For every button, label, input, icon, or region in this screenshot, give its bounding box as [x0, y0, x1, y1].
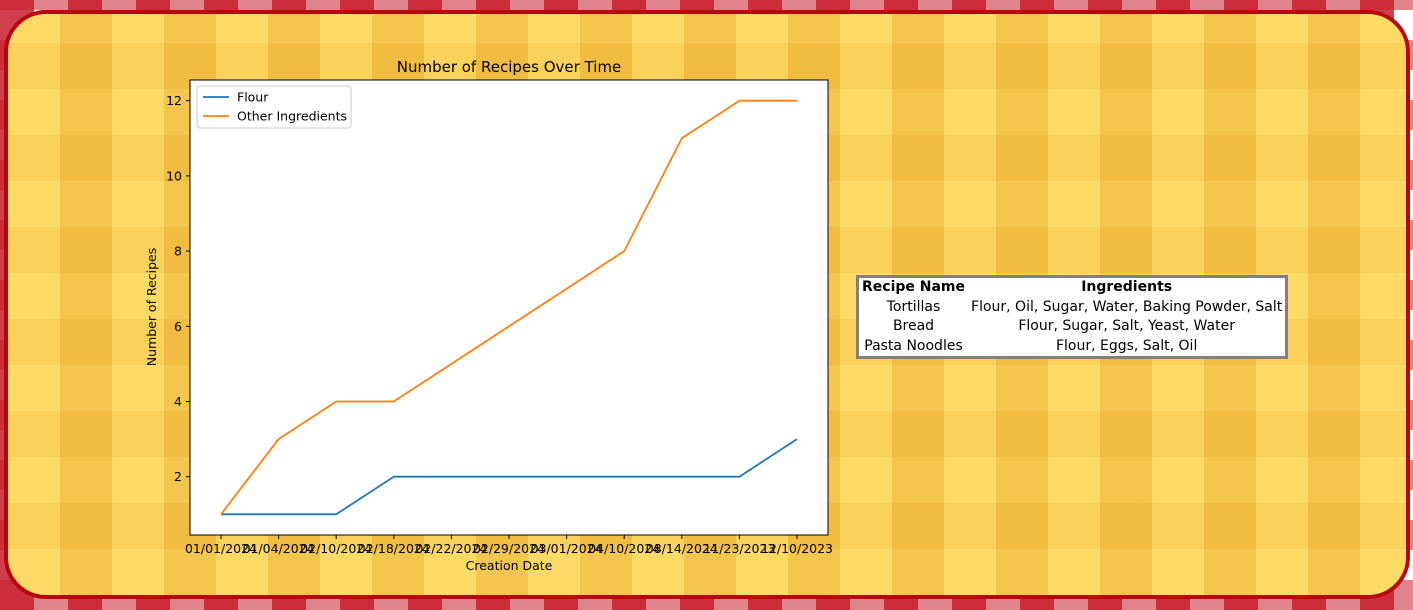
- header-recipe-name: Recipe Name: [862, 279, 966, 295]
- x-tick-label: 12/10/2023: [761, 541, 833, 556]
- y-axis: 2 4 6 8 10 12: [166, 93, 190, 484]
- table-row: Tortillas Flour, Oil, Sugar, Water, Baki…: [859, 298, 1285, 318]
- recipe-name-cell: Bread: [892, 318, 935, 334]
- y-tick-label: 4: [174, 394, 182, 409]
- header-ingredients: Ingredients: [1081, 279, 1173, 295]
- table-row: Bread Flour, Sugar, Salt, Yeast, Water: [859, 317, 1285, 337]
- dashboard-card: Number of Recipes Over Time Creation Dat…: [4, 10, 1410, 599]
- x-axis-label: Creation Date: [466, 558, 553, 573]
- x-tick-label: 01/01/2024: [185, 541, 257, 556]
- x-tick-label: 02/22/2024: [415, 541, 487, 556]
- legend-label: Other Ingredients: [237, 109, 347, 124]
- recipe-name-cell: Tortillas: [886, 298, 941, 315]
- series-line-flour: [221, 438, 798, 516]
- recipes-line-chart: Number of Recipes Over Time Creation Dat…: [144, 58, 833, 573]
- ingredients-cell: Flour, Sugar, Salt, Yeast, Water: [1018, 318, 1235, 334]
- chart-title: Number of Recipes Over Time: [397, 58, 622, 76]
- legend: Flour Other Ingredients: [196, 85, 352, 129]
- x-tick-label: 04/10/2024: [588, 541, 660, 556]
- legend-label: Flour: [237, 90, 269, 105]
- table-row: Pasta Noodles Flour, Eggs, Salt, Oil: [859, 337, 1285, 357]
- recipe-table-container: Recipe Name Ingredients Tortillas Flour,…: [856, 275, 1289, 359]
- x-tick-label: 02/18/2024: [358, 541, 430, 556]
- plot-frame: [189, 79, 829, 536]
- plot-background: [190, 80, 828, 535]
- y-tick-label: 8: [174, 244, 182, 259]
- table-header-row: Recipe Name Ingredients: [859, 278, 1285, 298]
- legend-box: [196, 85, 352, 129]
- y-tick-label: 2: [174, 469, 182, 484]
- x-axis: 01/01/202401/04/202402/10/202402/18/2024…: [185, 535, 833, 556]
- y-tick-label: 10: [166, 168, 182, 183]
- x-tick-label: 03/01/2024: [531, 541, 603, 556]
- x-tick-label: 11/23/2023: [703, 541, 775, 556]
- series-lines: [220, 99, 798, 516]
- recipe-name-cell: Pasta Noodles: [864, 337, 963, 354]
- ingredients-cell: Flour, Eggs, Salt, Oil: [1055, 337, 1198, 354]
- x-tick-label: 01/04/2024: [243, 541, 315, 556]
- x-tick-label: 08/14/2024: [646, 541, 718, 556]
- x-tick-label: 02/29/2024: [473, 541, 545, 556]
- series-line-other-ingredients: [220, 99, 797, 515]
- y-axis-label: Number of Recipes: [144, 248, 159, 367]
- ingredients-cell: Flour, Oil, Sugar, Water, Baking Powder,…: [971, 298, 1283, 315]
- y-tick-label: 12: [166, 93, 182, 108]
- x-tick-label: 02/10/2024: [300, 541, 372, 556]
- y-tick-label: 6: [174, 319, 182, 334]
- recipe-table: Recipe Name Ingredients Tortillas Flour,…: [859, 278, 1285, 356]
